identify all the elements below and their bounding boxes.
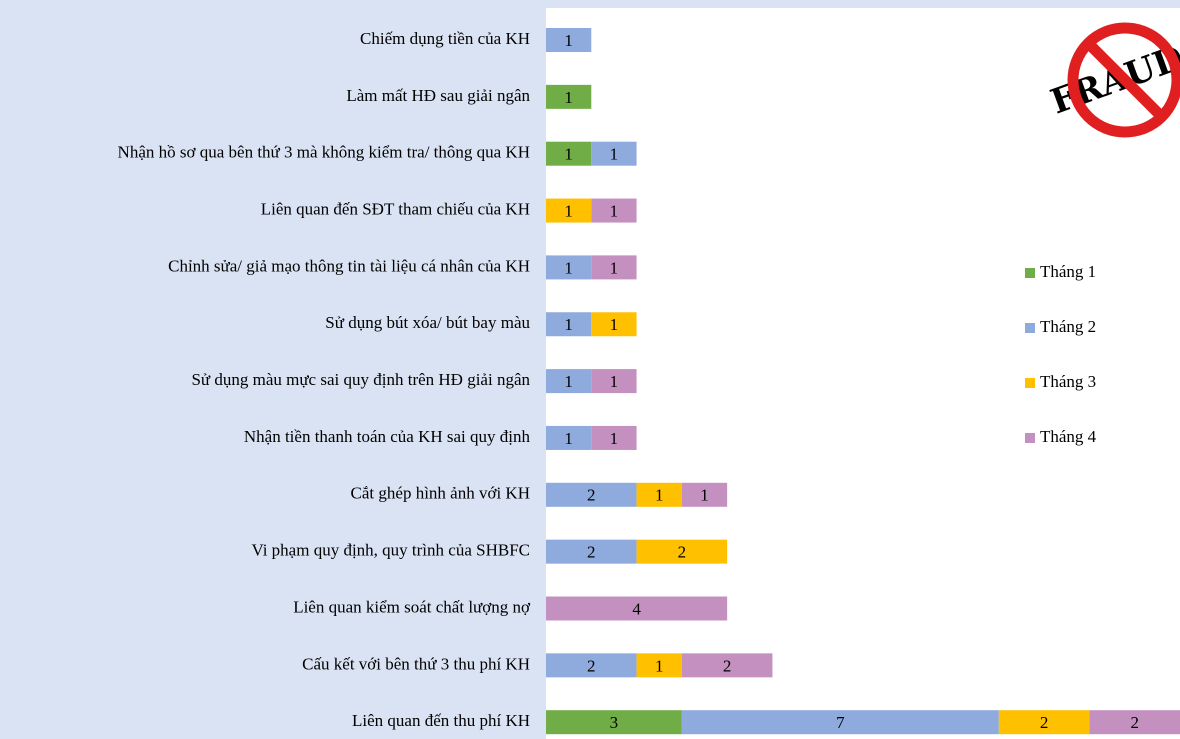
bar-segment bbox=[591, 425, 637, 450]
legend-swatch bbox=[1025, 378, 1035, 388]
category-label: Liên quan đến thu phí KH bbox=[352, 711, 530, 730]
data-label: 2 bbox=[587, 656, 596, 675]
data-label: 1 bbox=[700, 486, 709, 505]
bar-segment bbox=[546, 482, 637, 507]
legend-swatch bbox=[1025, 323, 1035, 333]
data-label: 1 bbox=[610, 258, 619, 277]
data-label: 1 bbox=[610, 429, 619, 448]
data-label: 1 bbox=[564, 201, 573, 220]
bar-segment bbox=[546, 198, 592, 223]
bar-segment bbox=[546, 141, 592, 166]
logo-circle bbox=[1067, 22, 1180, 138]
bar-segment bbox=[636, 482, 682, 507]
bar-segment bbox=[681, 710, 999, 735]
data-label: 1 bbox=[655, 486, 664, 505]
data-label: 1 bbox=[610, 145, 619, 164]
bar-segment bbox=[546, 84, 592, 109]
data-label: 2 bbox=[1040, 713, 1049, 732]
data-label: 1 bbox=[610, 315, 619, 334]
data-label: 2 bbox=[1130, 713, 1139, 732]
data-label: 1 bbox=[564, 315, 573, 334]
bar-segment bbox=[591, 198, 637, 223]
bar-segment bbox=[591, 369, 637, 394]
category-label: Sử dụng bút xóa/ bút bay màu bbox=[325, 313, 530, 332]
bar-segment bbox=[546, 425, 592, 450]
bar-segment bbox=[546, 312, 592, 337]
category-label: Làm mất HĐ sau giải ngân bbox=[346, 86, 530, 105]
bar-segment bbox=[681, 482, 728, 507]
data-label: 1 bbox=[564, 258, 573, 277]
data-label: 1 bbox=[610, 372, 619, 391]
bar-segment bbox=[636, 539, 728, 564]
bar-segment bbox=[546, 28, 592, 52]
bar-segment bbox=[591, 255, 637, 280]
data-label: 1 bbox=[610, 201, 619, 220]
data-label: 1 bbox=[564, 145, 573, 164]
bar-segment bbox=[546, 539, 637, 564]
bar-segment bbox=[546, 710, 682, 735]
data-label: 2 bbox=[723, 656, 732, 675]
bar-segment bbox=[636, 653, 682, 678]
data-label: 2 bbox=[587, 543, 596, 562]
legend-swatch bbox=[1025, 433, 1035, 443]
category-label: Cắt ghép hình ảnh với KH bbox=[351, 484, 530, 503]
data-label: 7 bbox=[836, 713, 845, 732]
data-label: 1 bbox=[564, 372, 573, 391]
category-label: Sử dụng màu mực sai quy định trên HĐ giả… bbox=[191, 370, 530, 389]
bar-segment bbox=[591, 141, 637, 166]
legend-label: Tháng 3 bbox=[1040, 372, 1096, 391]
data-label: 1 bbox=[655, 656, 664, 675]
legend-label: Tháng 4 bbox=[1040, 427, 1097, 446]
data-label: 1 bbox=[564, 31, 573, 50]
category-label: Chiếm dụng tiền của KH bbox=[360, 29, 530, 48]
category-label: Vi phạm quy định, quy trình của SHBFC bbox=[251, 541, 530, 560]
data-label: 3 bbox=[610, 713, 619, 732]
bar-segment bbox=[681, 653, 773, 678]
legend-label: Tháng 2 bbox=[1040, 317, 1096, 336]
legend-swatch bbox=[1025, 268, 1035, 278]
category-label: Liên quan kiểm soát chất lượng nợ bbox=[293, 597, 531, 616]
category-label: Liên quan đến SĐT tham chiếu của KH bbox=[261, 199, 530, 218]
data-label: 2 bbox=[587, 486, 596, 505]
bar-segment bbox=[591, 312, 637, 337]
category-label: Cấu kết với bên thứ 3 thu phí KH bbox=[302, 654, 530, 673]
bar-segment bbox=[998, 710, 1090, 735]
category-label: Nhận tiền thanh toán của KH sai quy định bbox=[244, 427, 531, 446]
data-label: 1 bbox=[564, 429, 573, 448]
category-label: Nhận hồ sơ qua bên thứ 3 mà không kiểm t… bbox=[118, 143, 530, 162]
data-label: 2 bbox=[678, 543, 687, 562]
legend-label: Tháng 1 bbox=[1040, 262, 1096, 281]
bar-segment bbox=[1089, 710, 1180, 735]
category-label: Chỉnh sửa/ giả mạo thông tin tài liệu cá… bbox=[168, 256, 530, 275]
bar-segment bbox=[546, 369, 592, 394]
bar-segment bbox=[546, 596, 728, 621]
logo-slash bbox=[1084, 39, 1166, 121]
data-label: 4 bbox=[632, 599, 641, 618]
data-label: 1 bbox=[564, 88, 573, 107]
bar-segment bbox=[546, 653, 637, 678]
bar-segment bbox=[546, 255, 592, 280]
